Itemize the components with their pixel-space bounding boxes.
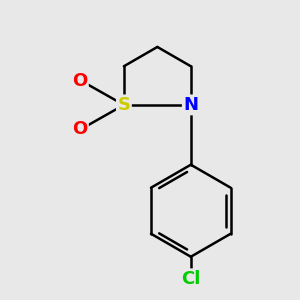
Text: O: O	[72, 72, 87, 90]
Text: O: O	[72, 120, 87, 138]
Text: N: N	[183, 96, 198, 114]
Text: S: S	[117, 96, 130, 114]
Text: Cl: Cl	[181, 270, 200, 288]
